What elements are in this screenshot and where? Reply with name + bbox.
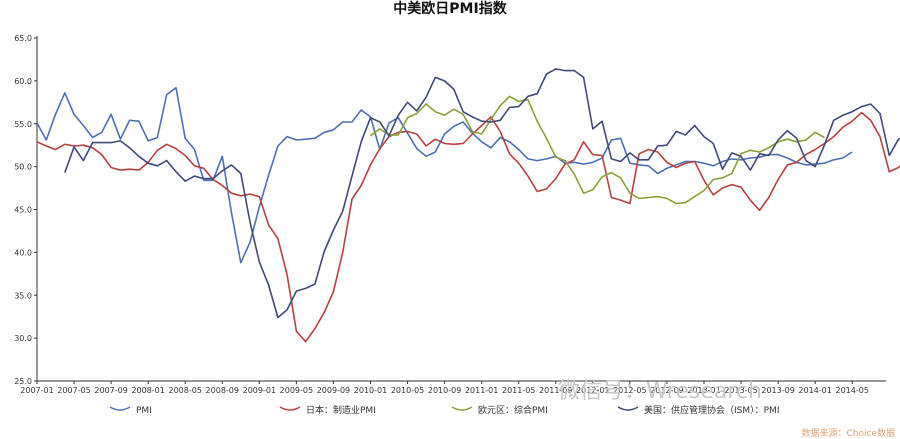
legend-label-1: 日本：制造业PMI [306, 404, 376, 416]
x-tick-label: 2013-01 [687, 386, 720, 395]
y-tick-label: 60.0 [14, 77, 32, 86]
x-tick-label: 2011-09 [539, 386, 572, 395]
x-tick-label: 2009-05 [280, 386, 313, 395]
legend-label-0: PMI [136, 406, 152, 416]
legend-swatch-3 [617, 406, 639, 411]
y-tick-label: 35.0 [14, 291, 32, 300]
y-tick-label: 50.0 [14, 163, 32, 172]
legend-swatch-1 [279, 406, 301, 411]
x-tick-label: 2007-01 [20, 386, 53, 395]
legend-label-2: 欧元区：综合PMI [478, 404, 548, 416]
x-tick-label: 2012-09 [650, 386, 683, 395]
y-tick-label: 30.0 [14, 334, 32, 343]
y-tick-label: 40.0 [14, 248, 32, 257]
x-tick-label: 2009-09 [317, 386, 350, 395]
x-tick-label: 2012-01 [576, 386, 609, 395]
legend-label-3: 美国：供应管理协会（ISM）：PMI [644, 404, 779, 416]
x-tick-label: 2008-01 [131, 386, 164, 395]
series-line-2 [370, 95, 825, 205]
chart-title: 中美欧日PMI指数 [393, 0, 507, 17]
y-tick-label: 45.0 [14, 206, 32, 215]
y-tick-label: 65.0 [14, 34, 32, 43]
watermark: 微信号：Wresearch [558, 379, 762, 404]
x-tick-label: 2007-05 [57, 386, 90, 395]
series-line-3 [64, 68, 900, 319]
series-layer [36, 68, 900, 343]
legend-swatch-0 [109, 406, 131, 411]
source-text: 数据来源：Choice数据 [802, 427, 895, 439]
x-tick-label: 2010-01 [354, 386, 387, 395]
x-tick-label: 2010-05 [391, 386, 424, 395]
x-tick-label: 2014-05 [835, 386, 868, 395]
x-tick-label: 2008-09 [206, 386, 239, 395]
axes: 65.060.055.050.045.040.035.030.025.02007… [14, 34, 886, 395]
y-tick-label: 25.0 [14, 377, 32, 386]
legend-swatch-2 [451, 406, 473, 411]
x-tick-label: 2009-01 [243, 386, 276, 395]
x-tick-label: 2013-09 [761, 386, 794, 395]
legend: PMI 日本：制造业PMI 欧元区：综合PMI 美国：供应管理协会（ISM）：PMI [109, 404, 779, 416]
x-tick-label: 2011-05 [502, 386, 535, 395]
series-line-0 [36, 86, 853, 264]
y-tick-label: 55.0 [14, 120, 32, 129]
x-tick-label: 2014-01 [798, 386, 831, 395]
x-tick-label: 2008-05 [169, 386, 202, 395]
series-line-1 [36, 111, 900, 343]
x-tick-label: 2010-09 [428, 386, 461, 395]
x-tick-label: 2013-05 [724, 386, 757, 395]
x-tick-label: 2007-09 [94, 386, 127, 395]
x-tick-label: 2011-01 [465, 386, 498, 395]
x-tick-label: 2012-05 [613, 386, 646, 395]
